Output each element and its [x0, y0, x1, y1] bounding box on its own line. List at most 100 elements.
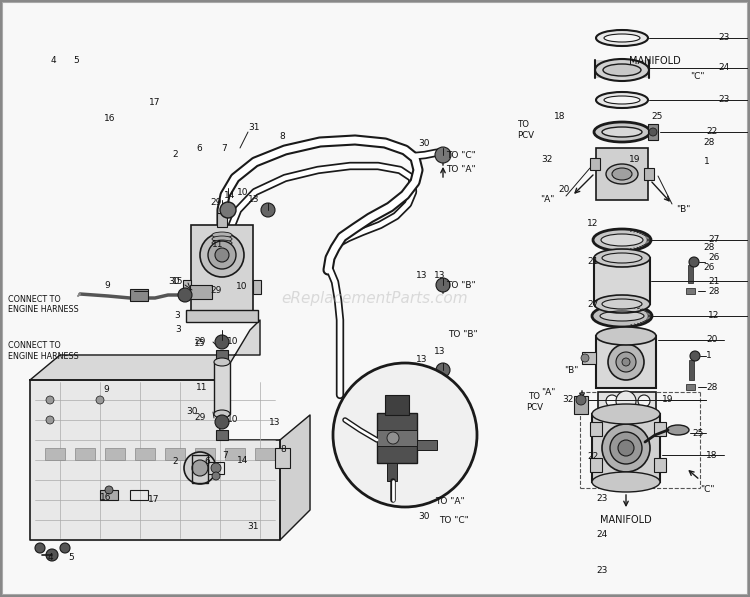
Text: 13: 13 — [416, 270, 428, 279]
Circle shape — [690, 351, 700, 361]
Text: 29: 29 — [210, 198, 221, 208]
Text: 18: 18 — [706, 451, 718, 460]
Text: 23: 23 — [596, 494, 608, 503]
Bar — [253, 280, 261, 294]
Bar — [208, 462, 224, 474]
Bar — [377, 413, 417, 463]
Circle shape — [46, 396, 54, 404]
Circle shape — [649, 128, 657, 136]
Circle shape — [46, 416, 54, 424]
Text: "A": "A" — [540, 195, 554, 205]
Bar — [183, 280, 191, 294]
Ellipse shape — [214, 410, 230, 418]
Circle shape — [211, 463, 221, 473]
Text: 10: 10 — [227, 337, 238, 346]
Ellipse shape — [594, 122, 650, 142]
Text: 16: 16 — [104, 113, 115, 123]
Bar — [100, 490, 118, 500]
Circle shape — [96, 396, 104, 404]
Polygon shape — [280, 415, 310, 540]
Circle shape — [616, 352, 636, 372]
Text: 28: 28 — [704, 137, 715, 147]
Text: eReplacementParts.com: eReplacementParts.com — [282, 291, 468, 306]
Text: 6: 6 — [204, 457, 210, 466]
Text: 3: 3 — [175, 325, 181, 334]
Text: 22: 22 — [706, 128, 717, 137]
Ellipse shape — [600, 311, 644, 321]
Text: 2: 2 — [172, 457, 178, 466]
Bar — [594, 258, 650, 304]
Text: 32: 32 — [542, 155, 553, 165]
Circle shape — [46, 549, 58, 561]
Text: 25: 25 — [651, 112, 662, 121]
Bar — [225, 448, 245, 460]
Text: 10: 10 — [227, 416, 238, 424]
Bar — [596, 148, 648, 200]
Text: TO
PCV: TO PCV — [518, 121, 535, 140]
Circle shape — [60, 543, 70, 553]
Ellipse shape — [602, 127, 642, 137]
Text: 31: 31 — [248, 124, 259, 133]
Bar — [686, 384, 695, 390]
Text: 25: 25 — [692, 429, 703, 438]
Bar — [192, 455, 208, 483]
Circle shape — [215, 335, 229, 349]
Bar — [255, 448, 275, 460]
Bar — [648, 124, 658, 140]
Text: 15: 15 — [194, 338, 205, 348]
Circle shape — [576, 395, 586, 405]
Circle shape — [208, 241, 236, 269]
Ellipse shape — [601, 234, 643, 246]
Bar — [590, 422, 602, 436]
Circle shape — [638, 395, 650, 407]
Circle shape — [606, 395, 618, 407]
Ellipse shape — [596, 92, 648, 108]
Circle shape — [608, 344, 644, 380]
Ellipse shape — [214, 358, 230, 366]
Text: 4: 4 — [51, 56, 57, 66]
Bar — [130, 289, 148, 301]
Text: 24: 24 — [596, 530, 608, 539]
Circle shape — [436, 278, 450, 292]
Bar — [590, 458, 602, 472]
Circle shape — [215, 248, 229, 262]
Text: 28: 28 — [706, 383, 717, 392]
Text: "A": "A" — [542, 388, 556, 398]
Text: MANIFOLD: MANIFOLD — [600, 515, 652, 525]
Bar — [135, 448, 155, 460]
Text: 3: 3 — [174, 310, 180, 320]
Text: 20: 20 — [559, 185, 570, 195]
Text: 11: 11 — [196, 383, 208, 392]
Bar — [590, 158, 600, 170]
Bar — [592, 414, 660, 482]
Text: 5: 5 — [74, 56, 80, 66]
Bar — [130, 490, 148, 500]
Text: 10: 10 — [236, 282, 247, 291]
Ellipse shape — [592, 472, 660, 492]
Ellipse shape — [594, 249, 650, 267]
Text: TO "C": TO "C" — [439, 516, 469, 525]
Polygon shape — [30, 380, 280, 540]
Text: "C": "C" — [700, 485, 715, 494]
Circle shape — [261, 203, 275, 217]
Circle shape — [220, 202, 236, 218]
Text: 27: 27 — [587, 300, 598, 309]
Text: 26: 26 — [704, 263, 715, 272]
Circle shape — [689, 257, 699, 267]
Ellipse shape — [602, 299, 642, 309]
Text: 13: 13 — [433, 346, 445, 356]
Text: 29: 29 — [210, 285, 221, 295]
Bar — [689, 360, 694, 380]
Text: 5: 5 — [68, 553, 74, 562]
Bar — [186, 310, 258, 322]
Ellipse shape — [594, 295, 650, 313]
Bar — [214, 362, 230, 414]
Text: 4: 4 — [48, 553, 54, 562]
Bar — [191, 225, 253, 315]
Text: 30: 30 — [186, 407, 197, 417]
Text: TO "B": TO "B" — [448, 330, 478, 339]
Ellipse shape — [606, 164, 638, 184]
Text: 7: 7 — [221, 143, 227, 153]
Ellipse shape — [212, 236, 232, 242]
Text: 2: 2 — [172, 149, 178, 159]
